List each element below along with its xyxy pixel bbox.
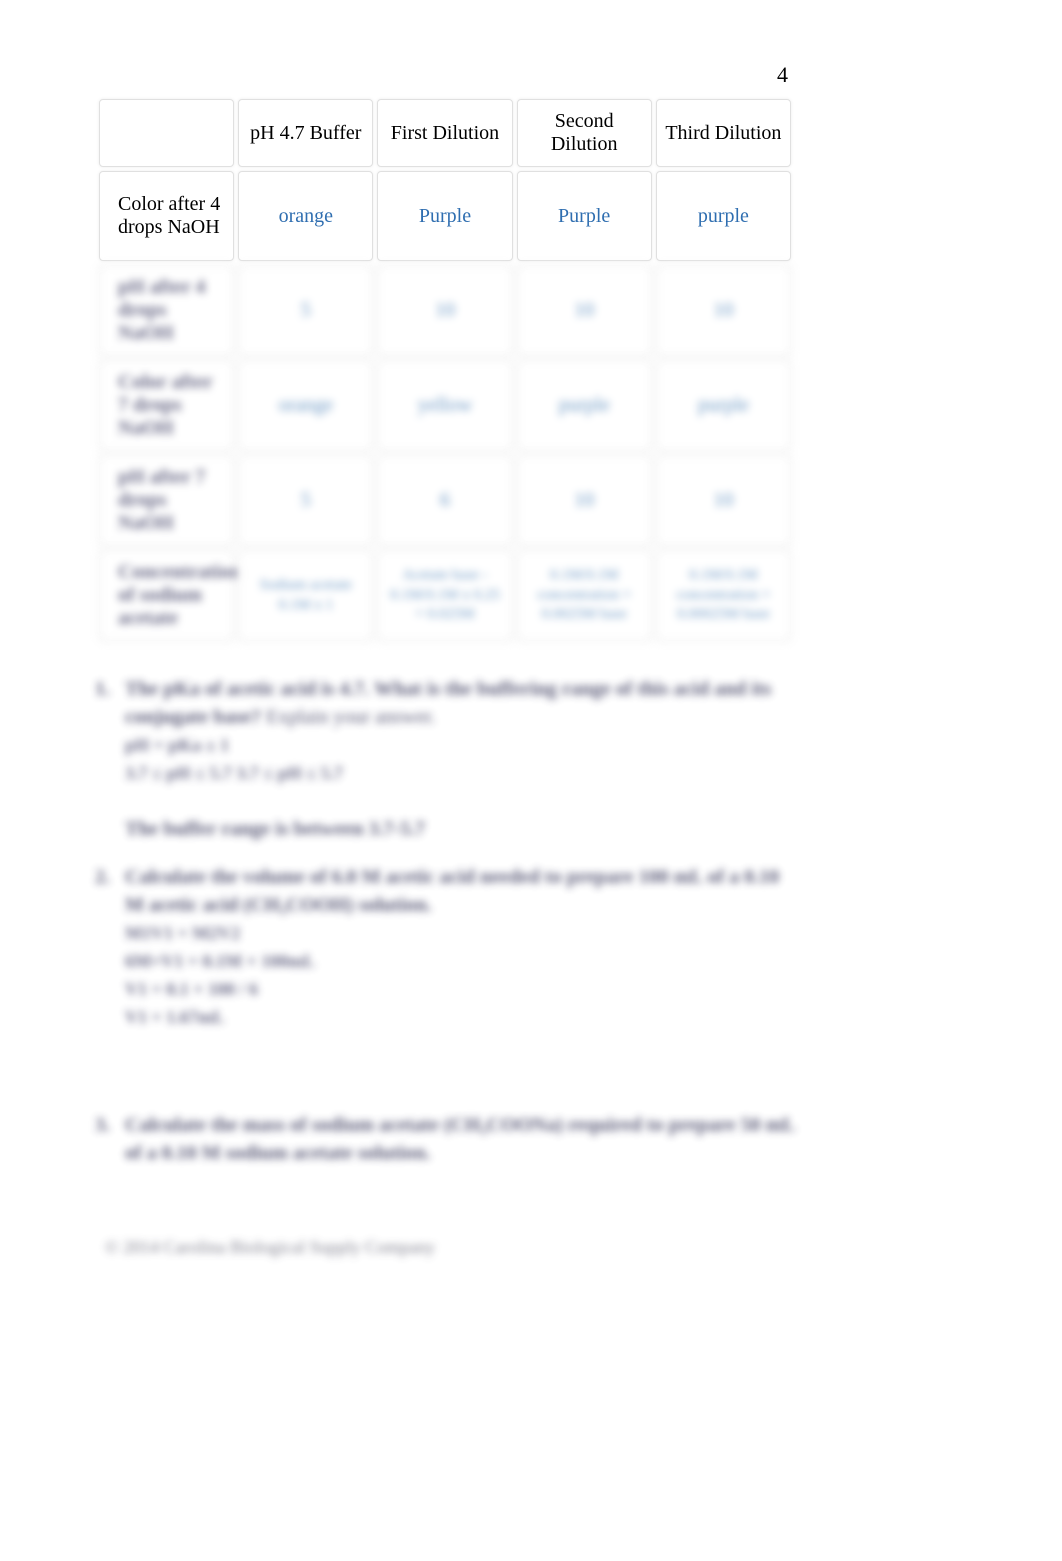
header-buffer: pH 4.7 Buffer xyxy=(238,99,373,167)
q1-ans2: 3.7 ≤ pH ≤ 5.7 3.7 ≤ pH ≤ 5.7 xyxy=(125,763,343,783)
question-2: Calculate the volume of 6.0 M acetic aci… xyxy=(95,863,795,1031)
cell: purple xyxy=(656,171,791,261)
header-first-dilution: First Dilution xyxy=(377,99,512,167)
q2-ans1: M1V1 = M2V2 xyxy=(125,923,240,943)
q1-ans1: pH = pKa ± 1 xyxy=(125,735,229,755)
cell: orange xyxy=(238,360,373,451)
table-row: pH after 4 drops NaOH 5 10 10 10 xyxy=(99,265,791,356)
cell: Acetate base - 0.1M/0.1M x 0.25 = 0.025M xyxy=(377,550,512,641)
q3-bold: Calculate the mass of sodium acetate (CH… xyxy=(125,1114,794,1164)
question-1: The pKa of acetic acid is 4.7. What is t… xyxy=(95,675,795,843)
questions-section: The pKa of acetic acid is 4.7. What is t… xyxy=(95,675,795,1167)
table-row: pH after 7 drops NaOH 5 6 10 10 xyxy=(99,455,791,546)
cell: Purple xyxy=(517,171,652,261)
row-label: pH after 4 drops NaOH xyxy=(99,265,234,356)
q1-bold: The pKa of acetic acid is 4.7. What is t… xyxy=(125,678,771,728)
cell: purple xyxy=(656,360,791,451)
header-empty xyxy=(99,99,234,167)
page-number: 4 xyxy=(777,62,788,88)
q2-ans4: V1 = 1.67mL xyxy=(125,1007,225,1027)
header-third-dilution: Third Dilution xyxy=(656,99,791,167)
table-header-row: pH 4.7 Buffer First Dilution Second Dilu… xyxy=(99,99,791,167)
q2-ans2: 6M×V1 = 0.1M × 100mL xyxy=(125,951,315,971)
cell: purple xyxy=(517,360,652,451)
row-label: Color after 7 drops NaOH xyxy=(99,360,234,451)
cell: 10 xyxy=(656,265,791,356)
table-row: Color after 7 drops NaOH orange yellow p… xyxy=(99,360,791,451)
q1-ans3: The buffer range is between 3.7-5.7 xyxy=(125,818,425,840)
cell: 10 xyxy=(656,455,791,546)
cell: 10 xyxy=(377,265,512,356)
q1-rest: Explain your answer. xyxy=(261,706,435,728)
cell: 10 xyxy=(517,265,652,356)
table-row: Concentration of sodium acetate Sodium a… xyxy=(99,550,791,641)
cell: 6 xyxy=(377,455,512,546)
table-row: Color after 4 drops NaOH orange Purple P… xyxy=(99,171,791,261)
cell: 0.1M/0.1M concentration = 0.0025M base xyxy=(517,550,652,641)
row-label: Color after 4 drops NaOH xyxy=(99,171,234,261)
page-content: pH 4.7 Buffer First Dilution Second Dilu… xyxy=(95,95,795,1258)
data-table: pH 4.7 Buffer First Dilution Second Dilu… xyxy=(95,95,795,645)
cell: 5 xyxy=(238,265,373,356)
cell: 0.1M/0.1M concentration = 0.00025M base xyxy=(656,550,791,641)
copyright-text: © 2014 Carolina Biological Supply Compan… xyxy=(95,1237,795,1258)
cell: yellow xyxy=(377,360,512,451)
row-label: Concentration of sodium acetate xyxy=(99,550,234,641)
cell: 5 xyxy=(238,455,373,546)
cell: orange xyxy=(238,171,373,261)
row-label: pH after 7 drops NaOH xyxy=(99,455,234,546)
question-3: Calculate the mass of sodium acetate (CH… xyxy=(95,1111,795,1167)
q2-ans3: V1 = 0.1 × 100 / 6 xyxy=(125,979,258,999)
header-second-dilution: Second Dilution xyxy=(517,99,652,167)
cell: 10 xyxy=(517,455,652,546)
q2-bold: Calculate the volume of 6.0 M acetic aci… xyxy=(125,866,779,916)
cell: Sodium acetate 0.1M x 1 xyxy=(238,550,373,641)
cell: Purple xyxy=(377,171,512,261)
